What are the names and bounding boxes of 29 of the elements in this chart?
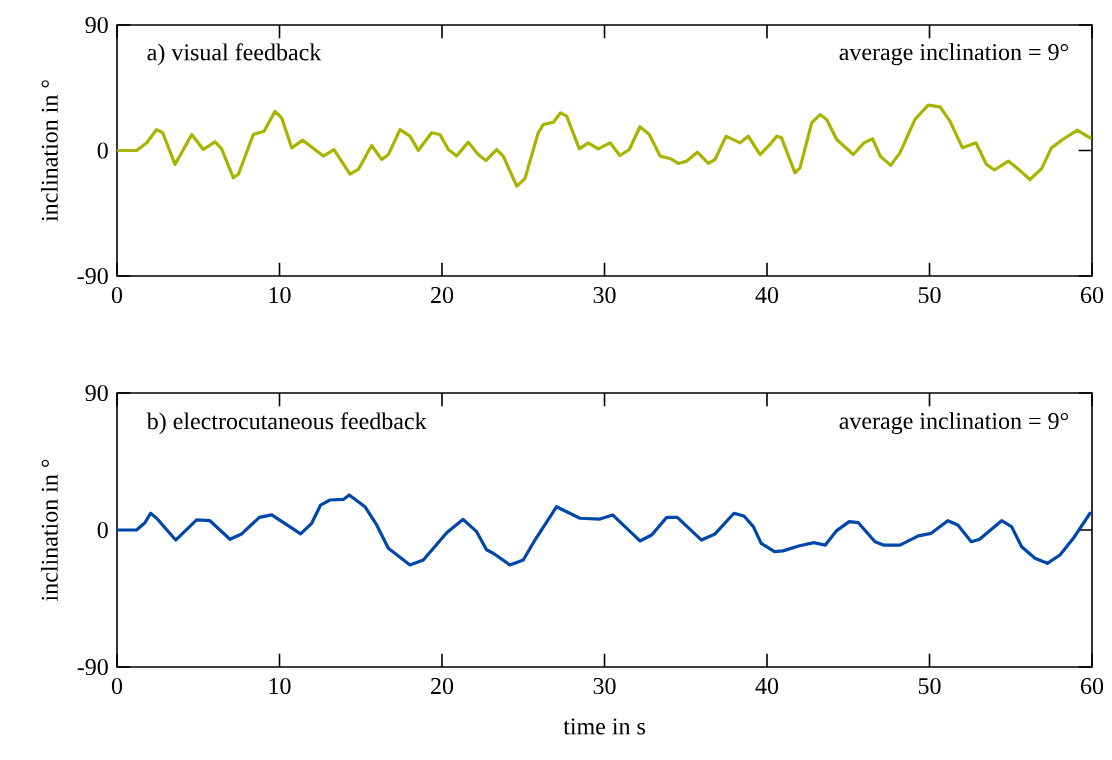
- x-tick-label: 60: [1081, 677, 1104, 695]
- y-tick-label: 90: [85, 384, 108, 402]
- annotation: b) electrocutaneous feedback: [146, 412, 427, 435]
- x-tick-label: 40: [755, 286, 779, 304]
- x-tick-label: 10: [269, 286, 291, 304]
- x-tick-label: 50: [918, 286, 941, 304]
- annotation: average inclination = 9°: [839, 43, 1068, 66]
- x-tick-label: 30: [593, 677, 616, 695]
- y-tick-label: 90: [85, 16, 108, 34]
- x-tick-label: 60: [1081, 286, 1104, 304]
- x-tick-label: 50: [918, 677, 941, 695]
- y-axis-title: inclination in °: [40, 80, 58, 222]
- x-tick-label: 40: [755, 677, 779, 695]
- y-tick-label: -90: [77, 267, 108, 285]
- y-tick-label: -90: [77, 658, 108, 676]
- y-tick-label: 0: [97, 142, 108, 159]
- x-axis-title: time in s: [563, 718, 645, 735]
- x-tick-label: 0: [111, 286, 123, 304]
- x-tick-label: 20: [431, 286, 454, 304]
- line-series: [117, 103, 1092, 188]
- y-tick-label: 0: [97, 521, 108, 539]
- x-tick-label: 0: [111, 677, 123, 695]
- y-axis-title: inclination in °: [40, 459, 58, 601]
- annotation: a) visual feedback: [147, 43, 322, 66]
- line-series: [117, 493, 1092, 567]
- annotation: average inclination = 9°: [839, 412, 1068, 435]
- x-tick-label: 30: [593, 286, 616, 304]
- x-tick-label: 20: [431, 677, 454, 695]
- x-tick-label: 10: [269, 677, 291, 695]
